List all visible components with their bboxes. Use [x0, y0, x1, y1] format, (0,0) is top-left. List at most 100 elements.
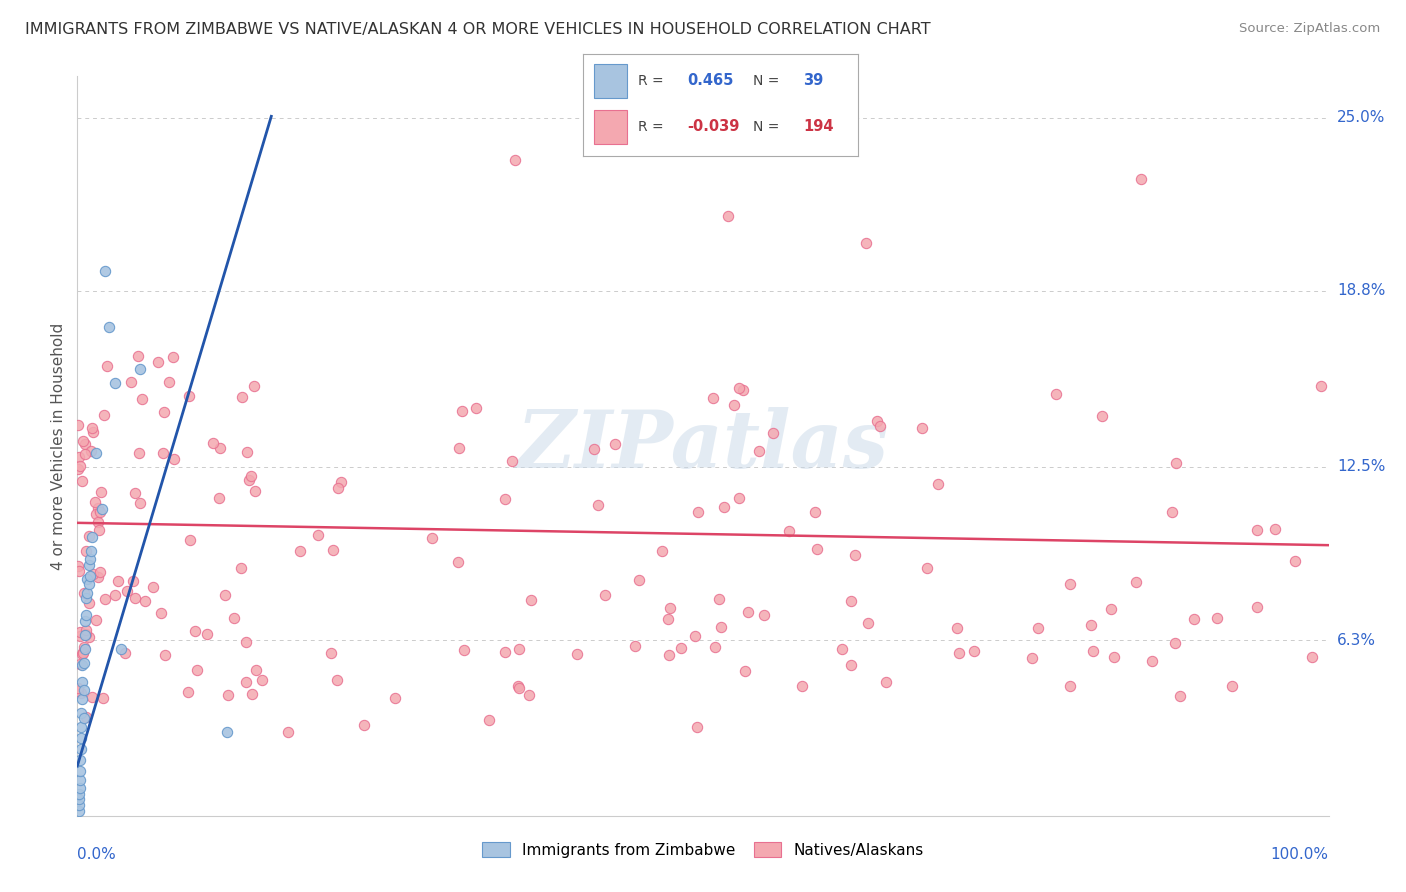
- Point: [503, 153, 526, 167]
- Point: [77, 529, 100, 543]
- Point: [91, 501, 114, 516]
- Point: [153, 648, 176, 662]
- Point: [67, 462, 90, 476]
- Point: [844, 549, 866, 563]
- Point: [67, 418, 90, 433]
- Point: [806, 542, 828, 557]
- Point: [84, 446, 107, 460]
- Point: [727, 491, 749, 505]
- Point: [69, 458, 91, 473]
- Point: [110, 641, 132, 656]
- Point: [322, 543, 344, 558]
- Point: [1264, 522, 1286, 536]
- Point: [238, 473, 260, 487]
- Point: [658, 648, 681, 663]
- Point: [948, 647, 970, 661]
- Point: [839, 594, 862, 608]
- Point: [208, 491, 231, 506]
- Text: 0.465: 0.465: [688, 73, 734, 88]
- Point: [506, 679, 529, 693]
- Point: [235, 635, 257, 649]
- Point: [245, 663, 267, 677]
- Point: [152, 446, 174, 460]
- Point: [856, 616, 879, 631]
- Point: [80, 543, 103, 558]
- Point: [67, 681, 90, 695]
- Point: [734, 665, 756, 679]
- Point: [72, 683, 94, 698]
- Point: [72, 691, 94, 706]
- Point: [1168, 690, 1191, 704]
- Point: [748, 443, 770, 458]
- Point: [89, 566, 111, 580]
- Point: [179, 533, 201, 547]
- Point: [104, 376, 127, 391]
- Point: [384, 691, 406, 706]
- Point: [752, 608, 775, 623]
- Point: [326, 673, 349, 687]
- Point: [96, 359, 118, 373]
- Point: [1102, 649, 1125, 664]
- Point: [839, 657, 862, 672]
- Point: [73, 627, 96, 641]
- Y-axis label: 4 or more Vehicles in Household: 4 or more Vehicles in Household: [51, 322, 66, 570]
- Point: [761, 426, 783, 441]
- Point: [163, 452, 186, 467]
- Point: [69, 629, 91, 643]
- Point: [669, 640, 692, 655]
- Point: [82, 567, 104, 582]
- Point: [586, 498, 609, 512]
- Text: N =: N =: [754, 74, 785, 87]
- Point: [79, 552, 101, 566]
- Point: [177, 389, 200, 403]
- Point: [713, 500, 735, 515]
- Point: [89, 524, 111, 538]
- Point: [69, 624, 91, 639]
- Point: [162, 350, 184, 364]
- Point: [229, 560, 252, 574]
- Point: [177, 685, 200, 699]
- Point: [72, 645, 94, 659]
- Point: [73, 641, 96, 656]
- Point: [447, 442, 470, 456]
- Point: [97, 320, 120, 334]
- Point: [195, 627, 218, 641]
- Text: R =: R =: [638, 74, 668, 87]
- Point: [869, 418, 891, 433]
- Point: [72, 434, 94, 449]
- Point: [90, 484, 112, 499]
- Point: [70, 685, 93, 699]
- Text: 0.0%: 0.0%: [77, 847, 117, 862]
- Point: [75, 607, 97, 622]
- Point: [658, 601, 681, 615]
- Text: 39: 39: [803, 73, 823, 88]
- Point: [93, 408, 115, 422]
- Point: [866, 414, 889, 428]
- Text: ZIPatlas: ZIPatlas: [517, 408, 889, 484]
- Point: [583, 442, 606, 456]
- Point: [84, 613, 107, 627]
- Text: N =: N =: [754, 120, 785, 134]
- Point: [447, 555, 470, 569]
- Point: [1205, 611, 1227, 625]
- Point: [353, 718, 375, 732]
- Point: [704, 640, 727, 654]
- Point: [122, 574, 145, 588]
- Point: [1083, 644, 1105, 658]
- Point: [72, 647, 94, 661]
- Point: [76, 572, 98, 586]
- Point: [149, 606, 172, 620]
- Point: [209, 442, 232, 456]
- Point: [478, 713, 501, 727]
- Point: [70, 720, 93, 734]
- Text: 194: 194: [803, 120, 834, 135]
- Point: [1080, 618, 1102, 632]
- Point: [201, 436, 224, 450]
- Point: [910, 421, 932, 435]
- Point: [157, 375, 180, 389]
- Point: [875, 675, 897, 690]
- Point: [1182, 612, 1205, 626]
- Point: [733, 383, 755, 397]
- Point: [243, 379, 266, 393]
- Point: [72, 711, 94, 725]
